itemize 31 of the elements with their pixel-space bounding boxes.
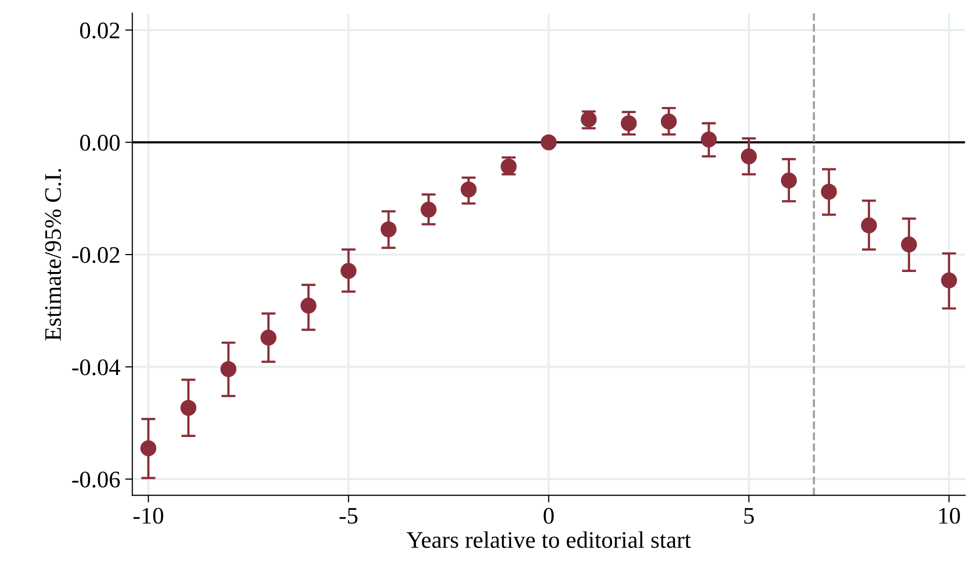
point <box>260 330 276 346</box>
point <box>340 262 356 279</box>
point <box>620 115 637 132</box>
point <box>220 361 236 378</box>
point <box>941 272 957 288</box>
point <box>380 221 397 238</box>
x-tick-label: 10 <box>939 508 960 524</box>
x-tick-label: 5 <box>744 508 754 524</box>
y-tick-label: -0.06 <box>72 472 120 488</box>
point <box>820 184 837 200</box>
point <box>140 440 156 456</box>
y-axis-title: Estimate/95% C.I. <box>45 168 62 340</box>
y-tick-label: 0.02 <box>80 22 120 39</box>
point <box>420 202 437 218</box>
point <box>860 217 877 234</box>
point <box>901 236 917 252</box>
x-tick-label: -5 <box>340 508 358 524</box>
y-tick-label: -0.02 <box>72 247 120 264</box>
x-axis-title: Years relative to editorial start <box>406 531 691 548</box>
point <box>300 298 316 314</box>
point <box>740 148 757 164</box>
point <box>700 132 717 148</box>
point <box>460 181 477 198</box>
point <box>780 172 797 188</box>
y-tick-label: -0.04 <box>72 359 120 376</box>
point <box>540 134 557 150</box>
point <box>660 114 677 130</box>
y-tick-label: 0.00 <box>80 134 120 151</box>
x-tick-label: -10 <box>133 508 164 524</box>
point <box>180 400 196 416</box>
x-tick-label: 0 <box>544 508 554 524</box>
